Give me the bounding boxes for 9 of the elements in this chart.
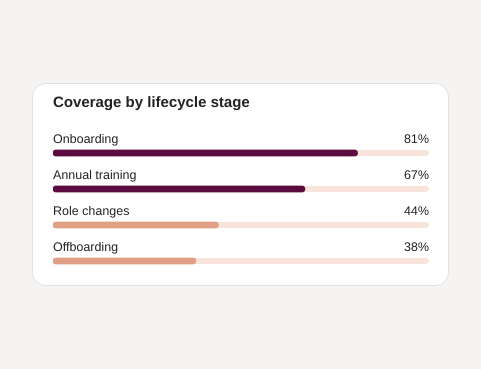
data-label: 81%	[404, 132, 429, 146]
y-tick-label: Annual training	[53, 168, 136, 182]
data-label: 38%	[404, 240, 429, 254]
chart-title: Coverage by lifecycle stage	[53, 94, 250, 111]
data-label: 67%	[404, 168, 429, 182]
y-tick-label: Onboarding	[53, 132, 118, 146]
y-tick-label: Role changes	[53, 204, 130, 218]
y-tick-label: Offboarding	[53, 240, 118, 254]
data-label: 44%	[404, 204, 429, 218]
